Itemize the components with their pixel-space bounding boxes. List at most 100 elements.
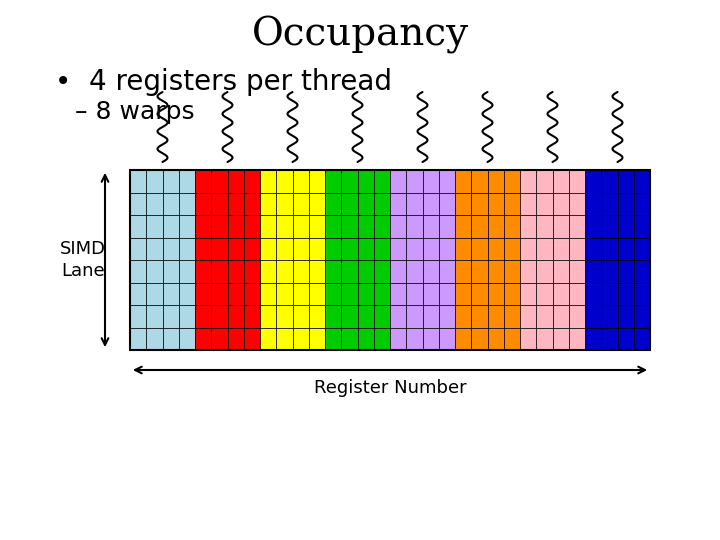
Bar (487, 282, 504, 305)
Bar (536, 215, 552, 238)
Bar (292, 327, 309, 350)
Text: SIMD
Lane: SIMD Lane (60, 240, 106, 280)
Bar (423, 215, 438, 238)
Bar (292, 282, 309, 305)
Bar (406, 170, 423, 192)
Bar (130, 260, 146, 282)
Bar (130, 305, 146, 327)
Bar (618, 192, 634, 215)
Bar (163, 192, 179, 215)
Bar (374, 170, 390, 192)
Bar (455, 305, 472, 327)
Bar (472, 260, 487, 282)
Bar (195, 215, 211, 238)
Bar (358, 305, 374, 327)
Bar (438, 215, 455, 238)
Bar (390, 260, 406, 282)
Bar (292, 170, 309, 192)
Bar (244, 215, 260, 238)
Bar (618, 305, 634, 327)
Bar (472, 238, 487, 260)
Bar (390, 215, 406, 238)
Bar (585, 260, 601, 282)
Bar (487, 260, 504, 282)
Bar (634, 215, 650, 238)
Bar (276, 260, 292, 282)
Bar (472, 282, 487, 305)
Bar (438, 260, 455, 282)
Bar (406, 305, 423, 327)
Bar (585, 192, 601, 215)
Bar (374, 327, 390, 350)
Bar (374, 238, 390, 260)
Bar (406, 215, 423, 238)
Bar (487, 192, 504, 215)
Bar (374, 215, 390, 238)
Bar (569, 305, 585, 327)
Bar (585, 215, 601, 238)
Bar (390, 192, 406, 215)
Bar (163, 238, 179, 260)
Bar (146, 238, 163, 260)
Bar (244, 260, 260, 282)
Bar (195, 170, 211, 192)
Bar (260, 192, 276, 215)
Bar (520, 170, 536, 192)
Bar (634, 238, 650, 260)
Bar (260, 215, 276, 238)
Bar (276, 215, 292, 238)
Bar (390, 238, 406, 260)
Bar (618, 170, 634, 192)
Bar (601, 238, 618, 260)
Bar (504, 238, 520, 260)
Bar (520, 282, 536, 305)
Bar (374, 282, 390, 305)
Bar (601, 327, 618, 350)
Bar (552, 238, 569, 260)
Bar (487, 170, 504, 192)
Bar (406, 327, 423, 350)
Bar (146, 170, 163, 192)
Bar (552, 260, 569, 282)
Bar (569, 282, 585, 305)
Bar (228, 260, 244, 282)
Bar (520, 215, 536, 238)
Bar (260, 170, 276, 192)
Bar (438, 305, 455, 327)
Bar (179, 238, 195, 260)
Bar (341, 260, 358, 282)
Bar (487, 215, 504, 238)
Bar (472, 327, 487, 350)
Bar (358, 327, 374, 350)
Bar (292, 260, 309, 282)
Bar (244, 327, 260, 350)
Bar (195, 327, 211, 350)
Bar (585, 238, 601, 260)
Bar (634, 192, 650, 215)
Bar (585, 282, 601, 305)
Bar (634, 305, 650, 327)
Bar (618, 215, 634, 238)
Bar (292, 192, 309, 215)
Bar (228, 282, 244, 305)
Bar (276, 327, 292, 350)
Bar (211, 260, 228, 282)
Bar (585, 170, 601, 192)
Bar (260, 327, 276, 350)
Bar (292, 305, 309, 327)
Bar (552, 305, 569, 327)
Bar (472, 170, 487, 192)
Bar (228, 215, 244, 238)
Bar (195, 260, 211, 282)
Bar (472, 305, 487, 327)
Bar (325, 170, 341, 192)
Bar (536, 170, 552, 192)
Bar (244, 238, 260, 260)
Bar (520, 238, 536, 260)
Bar (211, 170, 228, 192)
Bar (536, 327, 552, 350)
Bar (504, 327, 520, 350)
Bar (276, 170, 292, 192)
Bar (211, 282, 228, 305)
Bar (390, 327, 406, 350)
